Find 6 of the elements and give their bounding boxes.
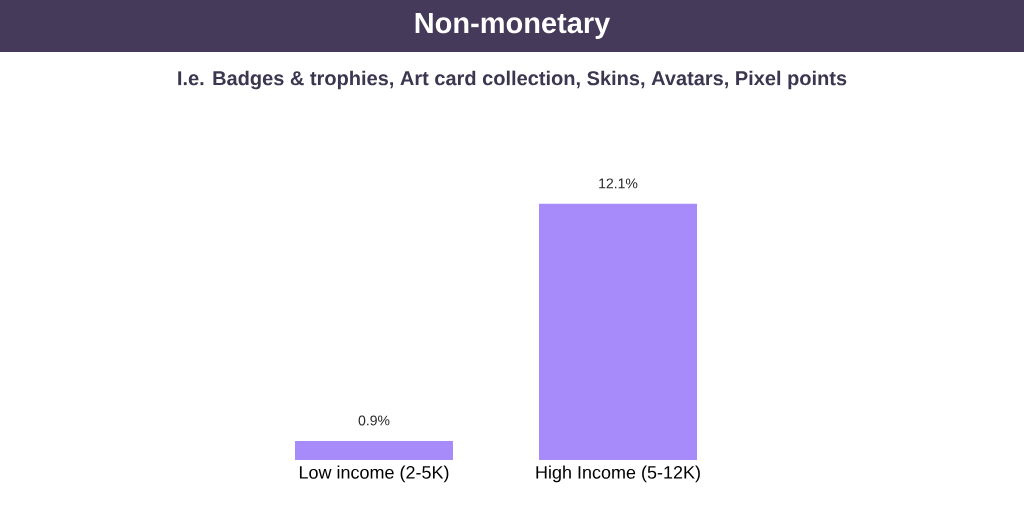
x-tick-label: Low income (2-5K) (299, 465, 449, 483)
x-tick-label: High Income (5-12K) (536, 465, 700, 483)
chart-subtitle: I.e. Badges & trophies, Art card collection, Skins, Avatars, Pixel points (178, 70, 847, 90)
data-label: 0.9% (358, 415, 390, 426)
chart-title: Non-monetary (415, 13, 611, 39)
data-label: 12.1% (599, 178, 638, 189)
